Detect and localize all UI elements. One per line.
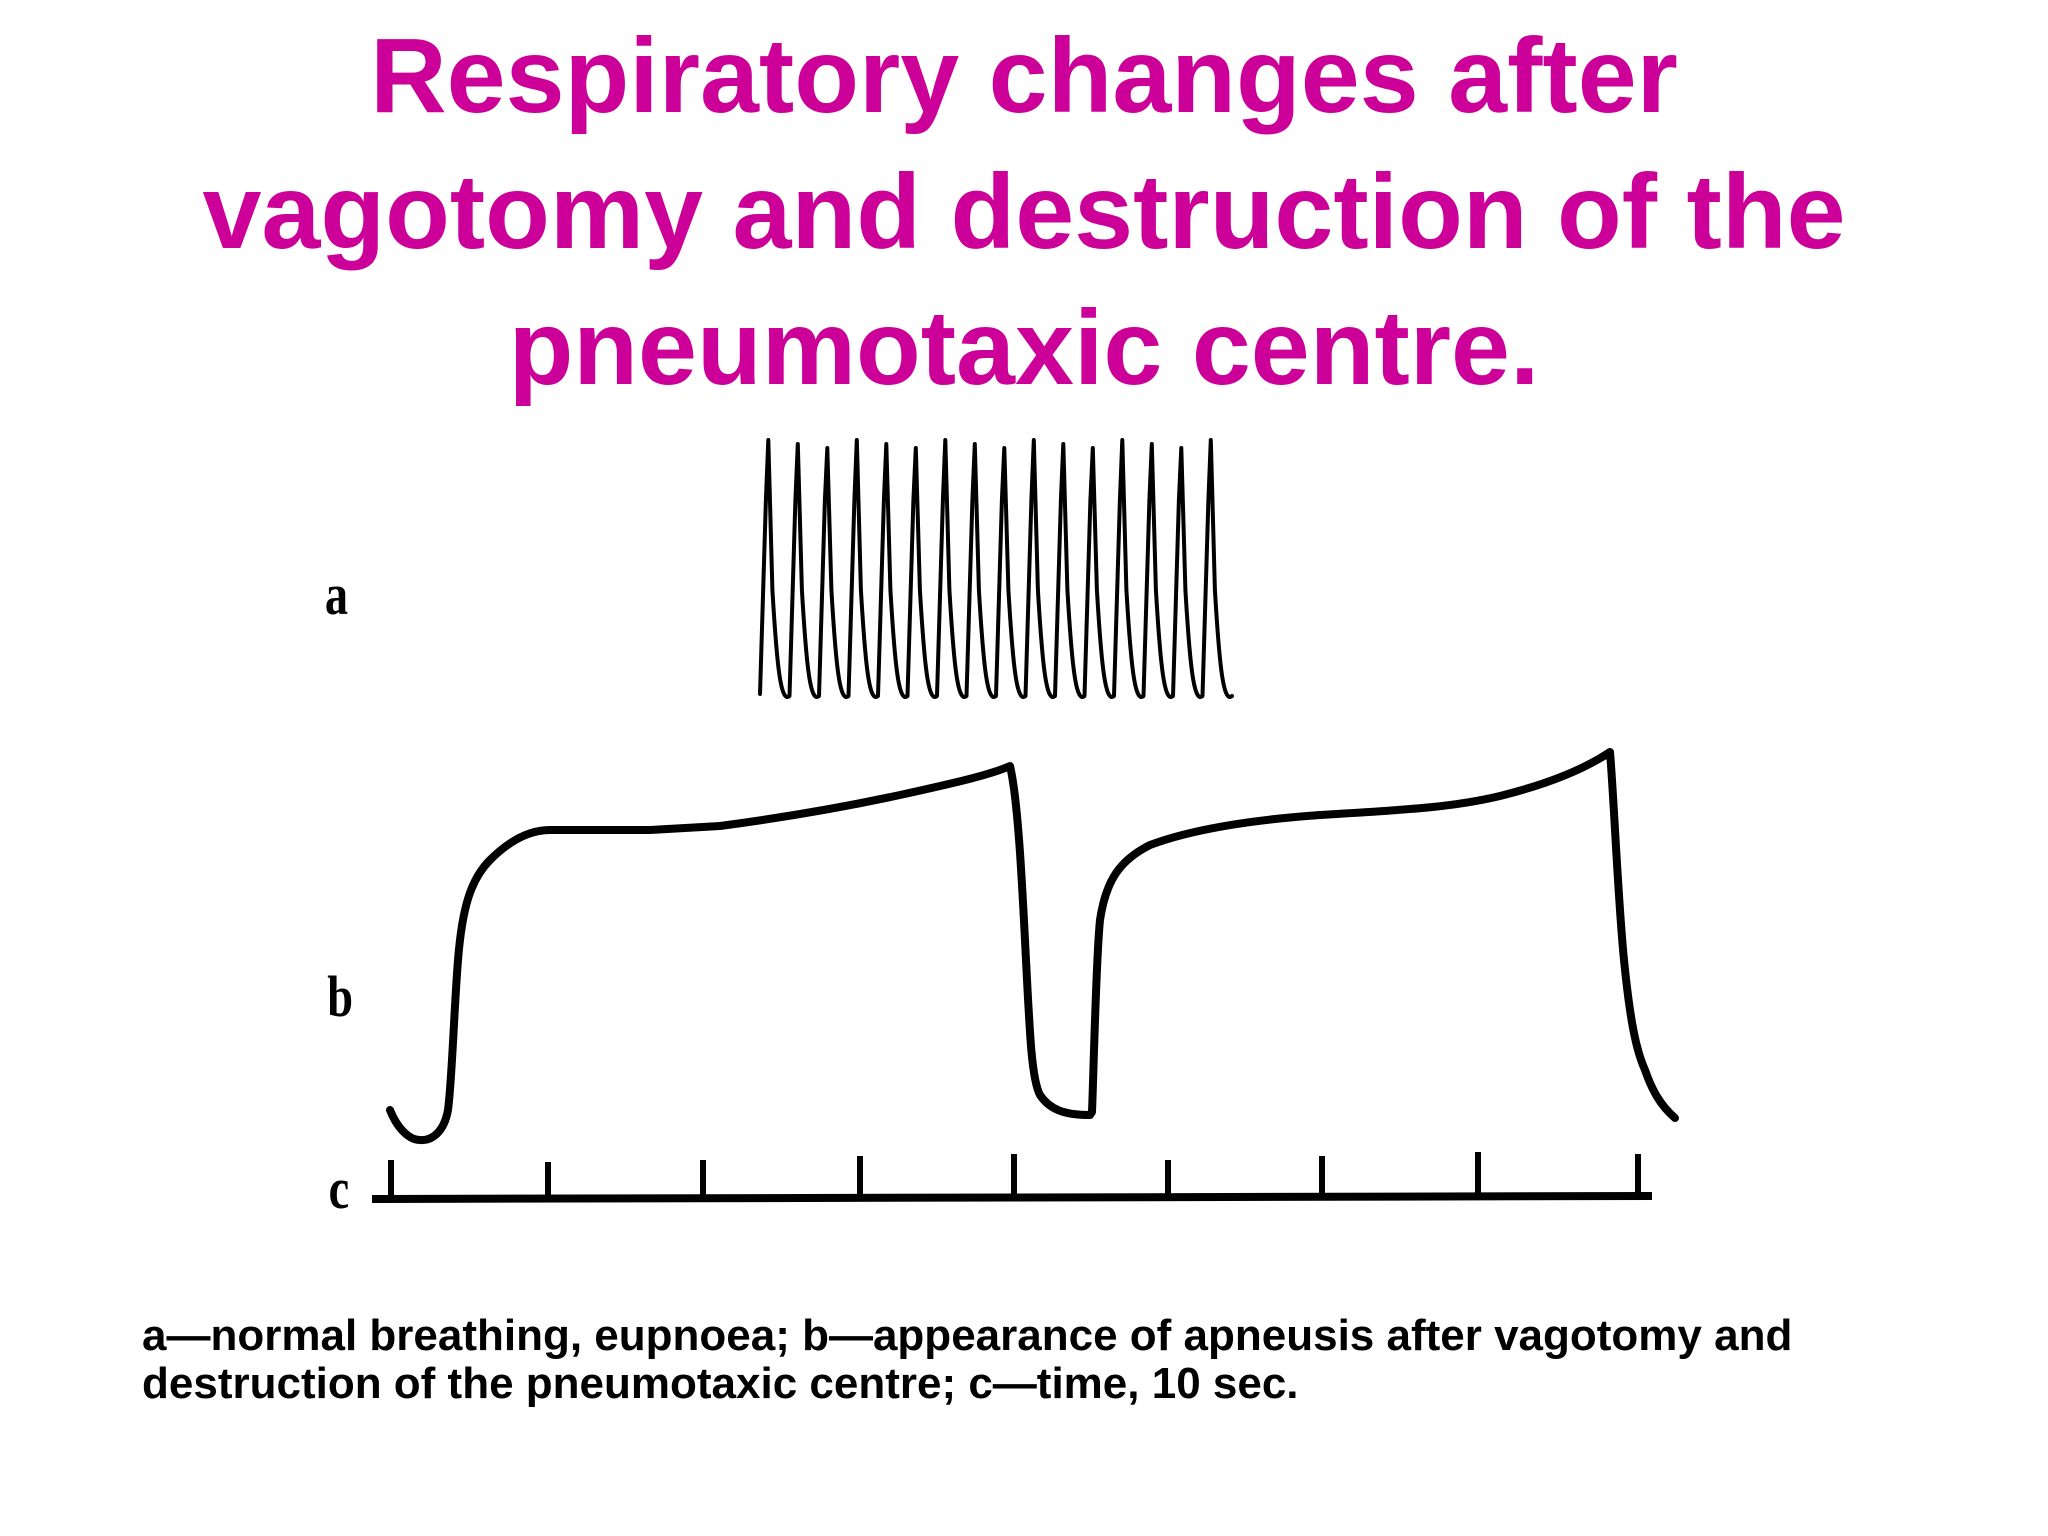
slide-title: Respiratory changes after vagotomy and d… [0, 8, 2048, 416]
trace-c-label: c [328, 1156, 350, 1221]
caption-line-1: a—normal breathing, eupnoea; b—appearanc… [142, 1312, 1793, 1360]
title-line-3: pneumotaxic centre. [508, 289, 1540, 407]
trace-b-apneusis [386, 748, 1679, 1145]
trace-a-eupnoea [758, 438, 1234, 700]
trace-a-label: a [324, 562, 349, 627]
title-line-2: vagotomy and destruction of the [202, 153, 1846, 271]
caption-line-2: destruction of the pneumotaxic centre; c… [142, 1359, 1299, 1408]
trace-b-label: b [327, 964, 354, 1029]
time-tick-marks [388, 1152, 1641, 1199]
title-line-1: Respiratory changes after [370, 17, 1678, 135]
figure-caption: a—normal breathing, eupnoea; b—appearanc… [142, 1312, 2048, 1408]
